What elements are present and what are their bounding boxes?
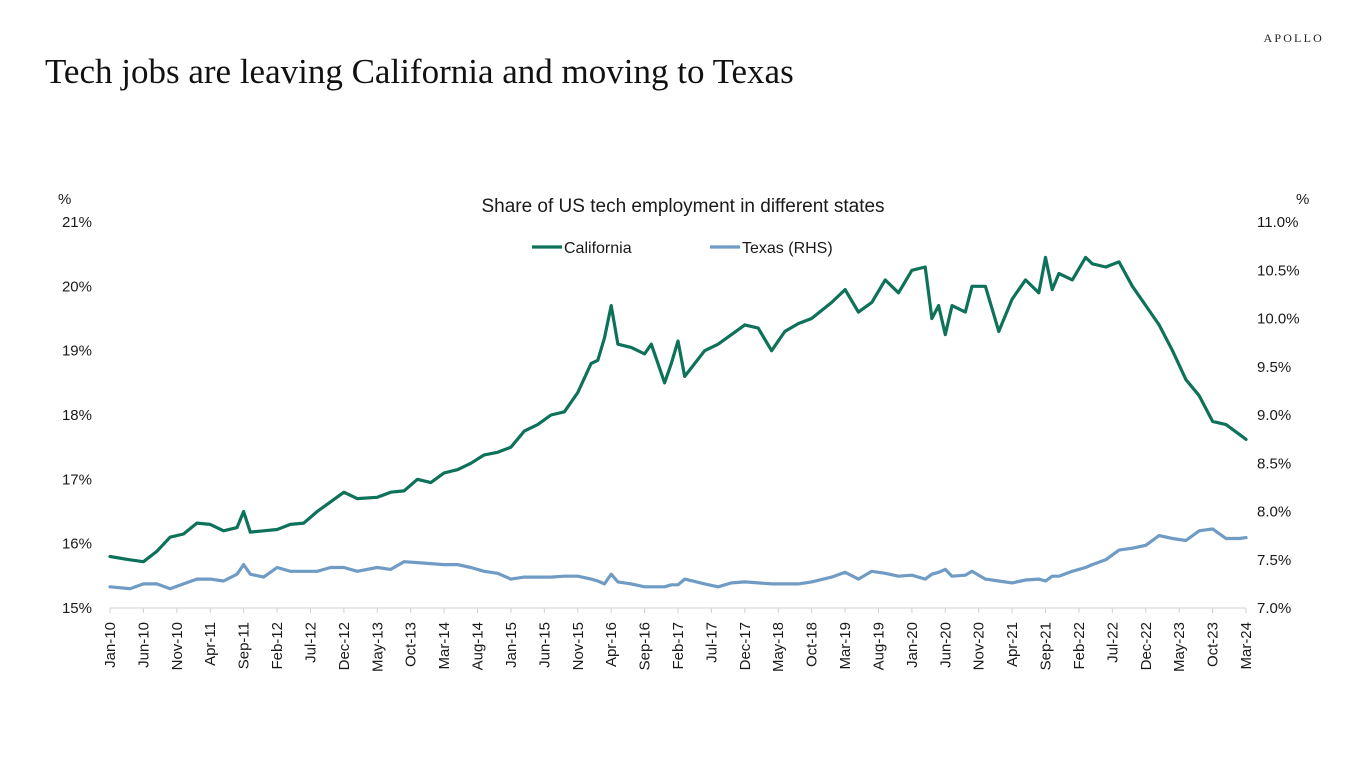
y-right-unit: %	[1296, 191, 1309, 208]
y-left-tick-label: 18%	[62, 407, 92, 424]
y-left-tick-label: 17%	[62, 471, 92, 488]
x-tick-label: Nov-10	[169, 622, 186, 670]
y-axis-right: 7.0% 7.5% 8.0% 8.5% 9.0% 9.5% 10.0% 10.5% 11.0%	[1257, 214, 1300, 617]
brand-logo: APOLLO	[1263, 31, 1324, 45]
legend-label: California	[564, 240, 632, 257]
x-tick-label: Jul-22	[1104, 622, 1121, 663]
x-tick-label: Oct-23	[1205, 622, 1222, 667]
x-tick-label: May-23	[1171, 622, 1188, 672]
x-tick-label: Jan-15	[503, 622, 520, 668]
x-tick-label: Mar-14	[436, 622, 453, 670]
series-line-california	[108, 255, 1248, 564]
y-left-tick-label: 19%	[62, 343, 92, 360]
x-tick-label: Apr-11	[202, 622, 219, 666]
y-left-unit: %	[58, 191, 71, 208]
x-tick-label: Feb-17	[670, 622, 687, 670]
y-right-tick-label: 9.5%	[1257, 359, 1291, 376]
x-tick-label: Sep-16	[637, 622, 654, 670]
x-tick-label: Dec-22	[1138, 622, 1155, 670]
x-tick-label: Jan-10	[102, 622, 119, 668]
y-axis-left: 15% 16% 17% 18% 19% 20% 21%	[62, 214, 92, 617]
x-tick-label: Jul-12	[302, 622, 319, 663]
x-tick-label: Sep-11	[236, 622, 253, 669]
y-left-tick-label: 15%	[62, 600, 92, 617]
x-tick-label: Oct-13	[403, 622, 420, 667]
page-title: Tech jobs are leaving California and mov…	[45, 52, 794, 91]
y-right-tick-label: 7.0%	[1257, 600, 1291, 617]
y-right-tick-label: 10.5%	[1257, 262, 1300, 279]
x-tick-label: Jun-20	[937, 622, 954, 668]
x-axis: Jan-10 Jun-10 Nov-10 Apr-11 Sep-11 Feb-12 Jul-…	[102, 608, 1255, 672]
legend-label: Texas (RHS)	[742, 240, 833, 257]
legend: California Texas (RHS)	[532, 240, 833, 257]
x-tick-label: Nov-15	[570, 622, 587, 670]
x-tick-label: Dec-12	[336, 622, 353, 670]
x-tick-label: Feb-22	[1071, 622, 1088, 670]
x-tick-label: Mar-24	[1238, 622, 1255, 670]
y-right-tick-label: 8.5%	[1257, 455, 1291, 472]
x-tick-label: May-18	[770, 622, 787, 672]
x-tick-label: Oct-18	[804, 622, 821, 667]
x-tick-label: Aug-19	[870, 622, 887, 670]
y-right-tick-label: 10.0%	[1257, 311, 1300, 328]
series-layer	[108, 255, 1248, 591]
x-tick-label: Sep-21	[1038, 622, 1055, 670]
x-tick-label: Jun-10	[135, 622, 152, 668]
x-tick-label: Jun-15	[536, 622, 553, 668]
y-left-tick-label: 20%	[62, 278, 92, 295]
series-line-texas	[108, 527, 1248, 591]
y-right-tick-label: 7.5%	[1257, 552, 1291, 569]
x-tick-label: Dec-17	[737, 622, 754, 670]
x-tick-label: Jan-20	[904, 622, 921, 668]
x-tick-label: Mar-19	[837, 622, 854, 670]
y-right-tick-label: 8.0%	[1257, 504, 1291, 521]
x-tick-label: Feb-12	[269, 622, 286, 670]
y-right-tick-label: 9.0%	[1257, 407, 1291, 424]
y-right-tick-label: 11.0%	[1257, 214, 1298, 231]
chart-title: Share of US tech employment in different…	[481, 196, 884, 217]
x-tick-label: Apr-21	[1004, 622, 1021, 667]
x-tick-label: Aug-14	[470, 622, 487, 670]
x-tick-label: May-13	[369, 622, 386, 672]
y-left-tick-label: 16%	[62, 536, 92, 553]
y-left-tick-label: 21%	[62, 214, 92, 231]
x-tick-label: Jul-17	[703, 622, 720, 663]
x-tick-label: Nov-20	[971, 622, 988, 670]
x-tick-label: Apr-16	[603, 622, 620, 667]
